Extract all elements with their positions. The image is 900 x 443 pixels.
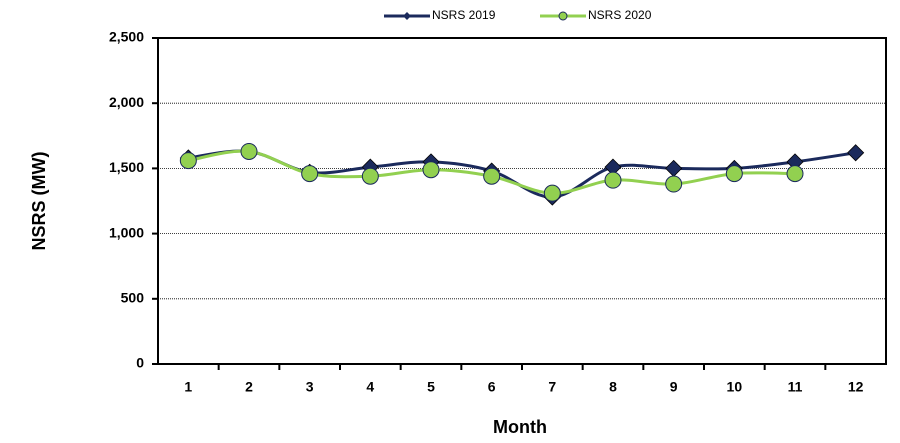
y-tick-label: 500 — [121, 290, 145, 306]
y-tick-label: 0 — [136, 355, 144, 371]
x-tick-label: 1 — [184, 379, 192, 395]
point — [422, 161, 440, 179]
point — [240, 142, 258, 160]
point — [604, 171, 622, 189]
x-axis-title: Month — [493, 417, 547, 437]
point — [786, 165, 804, 183]
x-tick-label: 12 — [848, 379, 864, 395]
x-tick-label: 11 — [788, 379, 803, 395]
y-tick-label: 1,500 — [109, 159, 144, 175]
plot-frame — [157, 37, 887, 365]
y-axis-title: NSRS (MW) — [29, 152, 49, 251]
x-tick-label: 5 — [427, 379, 435, 395]
legend-label: NSRS 2019 — [432, 8, 496, 22]
x-tick-label: 6 — [488, 379, 496, 395]
point — [301, 165, 319, 183]
point — [543, 184, 561, 202]
point — [725, 165, 743, 183]
x-tick-label: 10 — [727, 379, 743, 395]
point — [847, 144, 865, 162]
point — [665, 159, 683, 177]
x-tick-label: 8 — [609, 379, 617, 395]
legend-label: NSRS 2020 — [588, 8, 652, 22]
legend-marker — [403, 12, 411, 20]
x-tick-label: 2 — [245, 379, 253, 395]
point — [665, 175, 683, 193]
point — [179, 152, 197, 170]
y-tick-label: 1,000 — [109, 224, 144, 240]
x-tick-label: 4 — [366, 379, 374, 395]
point — [361, 167, 379, 185]
y-tick-label: 2,500 — [109, 29, 144, 45]
x-tick-label: 7 — [548, 379, 556, 395]
legend-marker — [558, 11, 568, 21]
x-tick-label: 9 — [670, 379, 678, 395]
y-tick-label: 2,000 — [109, 94, 144, 110]
point — [483, 167, 501, 185]
x-tick-label: 3 — [306, 379, 314, 395]
